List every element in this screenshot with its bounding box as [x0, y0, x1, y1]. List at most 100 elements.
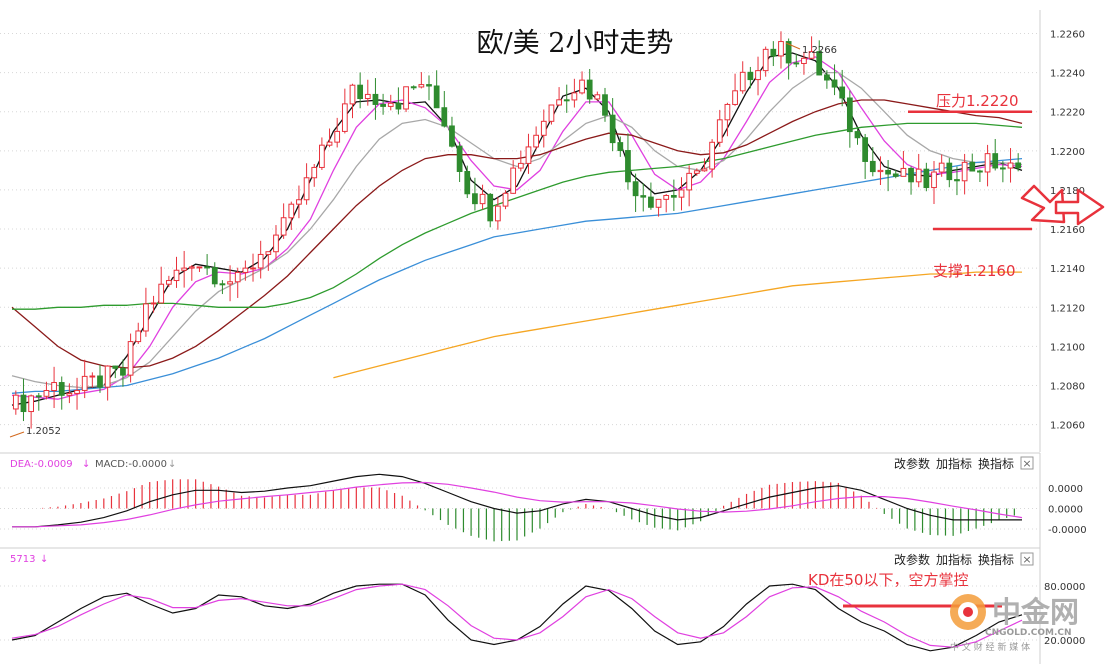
candle-body — [999, 167, 1006, 170]
candle — [273, 225, 279, 260]
candle — [938, 154, 945, 177]
candle — [908, 166, 914, 195]
candle-body — [227, 281, 233, 285]
candle-body — [288, 203, 295, 219]
candle-body — [204, 266, 210, 269]
resistance-label: 压力1.2220 — [936, 92, 1019, 110]
price-tick-label: 1.2260 — [1050, 29, 1085, 40]
candle-body — [104, 365, 111, 388]
candle — [517, 150, 524, 172]
candle-body — [655, 198, 662, 208]
candle-body — [479, 193, 486, 205]
candle — [219, 280, 226, 295]
candle — [464, 165, 471, 199]
candle-body — [969, 161, 976, 172]
macd-readout: MACD:-0.0000 — [95, 459, 167, 470]
kd-close-button[interactable] — [1020, 552, 1034, 566]
high-marker: 1.2266 — [785, 42, 837, 56]
candle-body — [81, 375, 88, 391]
candle — [43, 381, 50, 400]
candle — [961, 153, 968, 195]
kd-switch-indicator-button[interactable]: 换指标 — [978, 552, 1014, 567]
candle-body — [303, 177, 310, 201]
candle — [724, 102, 731, 137]
price-tick-label: 1.2160 — [1050, 225, 1085, 236]
candle — [984, 144, 991, 187]
candle-body — [196, 266, 203, 269]
candle — [900, 150, 907, 177]
candle — [97, 364, 103, 393]
candle-body — [1007, 162, 1014, 169]
candle-body — [234, 271, 241, 283]
candle-body — [831, 79, 838, 88]
macd-close-button[interactable] — [1020, 456, 1034, 470]
candle — [663, 194, 670, 213]
candle — [739, 61, 746, 94]
kd-tick-label: 80.0000 — [1044, 582, 1085, 593]
macd-lines — [12, 473, 1023, 528]
candle — [923, 162, 930, 192]
candle — [716, 109, 723, 147]
candle — [602, 87, 608, 122]
candle — [288, 201, 295, 230]
candle — [158, 266, 165, 304]
candle — [877, 156, 884, 186]
watermark: 中金网 CNGOLD.COM.CN 中 文 财 经 新 媒 体 — [950, 594, 1079, 653]
candle — [20, 378, 27, 422]
candle-body — [793, 62, 800, 65]
candle — [785, 38, 792, 80]
kd-y-axis: 80.0000 20.0000 — [1044, 582, 1085, 647]
candle — [51, 366, 57, 409]
kd-add-indicator-button[interactable]: 加指标 — [936, 552, 972, 567]
candle-body — [510, 167, 517, 194]
moving-average-line-5 — [11, 157, 1023, 394]
candle-body — [472, 193, 478, 205]
candle-body — [915, 168, 922, 183]
price-tick-label: 1.2140 — [1050, 264, 1085, 275]
macd-switch-indicator-button[interactable]: 换指标 — [978, 456, 1014, 471]
candle-body — [28, 395, 35, 413]
candle — [403, 86, 409, 113]
candle-body — [426, 84, 432, 87]
candle — [173, 256, 180, 288]
candle — [143, 287, 149, 337]
candle — [762, 46, 769, 77]
candle-body — [120, 367, 126, 376]
candle — [533, 126, 540, 150]
moving-average-line-1 — [11, 56, 1023, 400]
candle-body — [143, 303, 149, 332]
candle — [540, 109, 547, 148]
candle-body — [724, 103, 731, 121]
macd-tick-label: 0.0000 — [1048, 484, 1083, 495]
price-panel: 1.2260 1.2240 1.2220 1.2200 1.2180 1.2160 1.21… — [0, 10, 1105, 452]
candle-body — [517, 162, 524, 169]
candle-body — [456, 145, 463, 172]
candle — [81, 359, 88, 399]
candle — [793, 53, 800, 68]
candle-body — [709, 141, 715, 170]
macd-params-button[interactable]: 改参数 — [894, 456, 930, 471]
candle — [808, 36, 815, 60]
candle — [502, 190, 509, 210]
macd-add-indicator-button[interactable]: 加指标 — [936, 456, 972, 471]
kd-annotation: KD在50以下，空方掌控 — [808, 571, 968, 589]
candle-body — [211, 267, 218, 285]
candle-body — [992, 153, 999, 169]
candle — [456, 141, 463, 183]
kd-close-icon: × — [1022, 553, 1031, 566]
kd-k-line — [11, 583, 1023, 652]
candle-body — [502, 192, 509, 207]
price-y-axis: 1.2260 1.2240 1.2220 1.2200 1.2180 1.2160 1.21… — [1050, 29, 1085, 431]
candle — [319, 137, 325, 170]
candle — [449, 116, 455, 148]
macd-arrow-icon: ↓ — [168, 459, 176, 470]
moving-average-lines — [11, 52, 1023, 406]
kd-params-button[interactable]: 改参数 — [894, 552, 930, 567]
candle — [326, 128, 333, 148]
candle-body — [158, 283, 165, 304]
price-tick-label: 1.2240 — [1050, 69, 1085, 80]
candle — [854, 126, 861, 145]
candle — [670, 179, 677, 211]
candle-body — [449, 125, 455, 147]
price-tick-label: 1.2120 — [1050, 303, 1085, 314]
